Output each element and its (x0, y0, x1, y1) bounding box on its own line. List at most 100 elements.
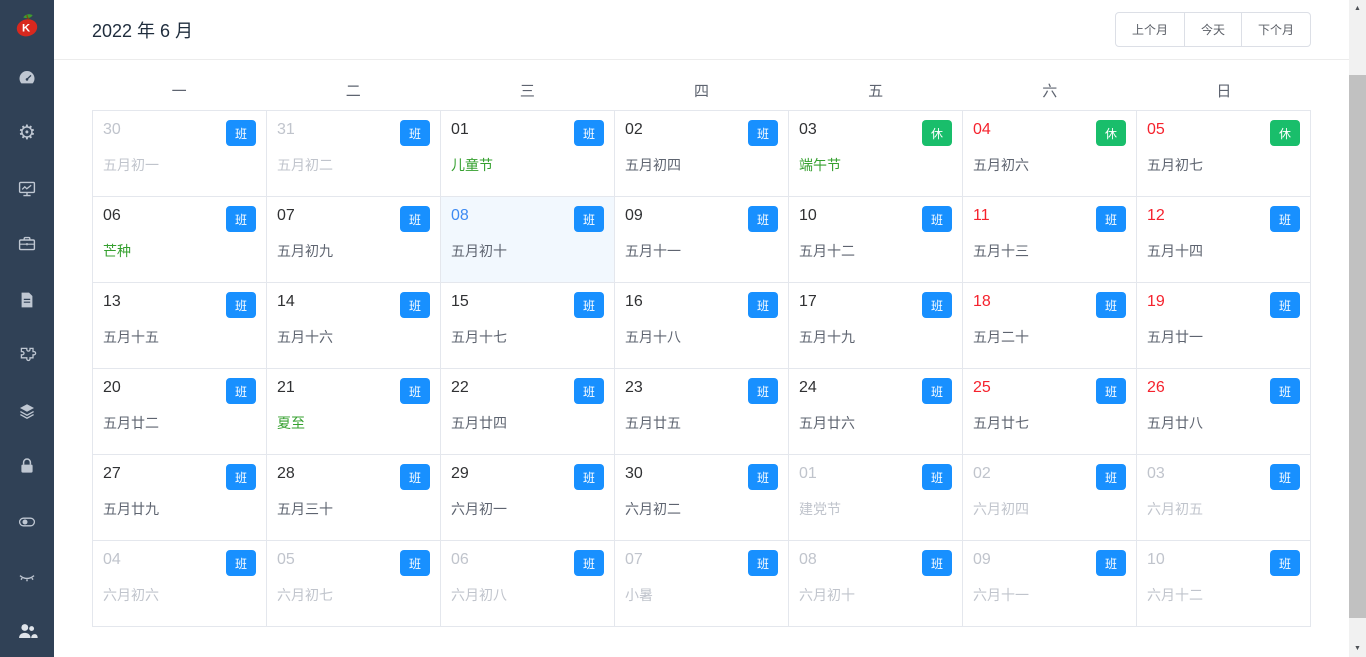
date-number: 04 (973, 121, 991, 138)
sidebar-item-briefcase[interactable] (0, 217, 54, 273)
calendar-cell[interactable]: 21 班夏至 (267, 369, 441, 455)
calendar-cell[interactable]: 10 班五月十二 (789, 197, 963, 283)
scrollbar-thumb[interactable] (1349, 75, 1366, 618)
calendar-cell[interactable]: 05 班六月初七 (267, 541, 441, 627)
date-number: 22 (451, 379, 469, 396)
lunar-label: 小暑 (625, 587, 653, 603)
calendar-cell[interactable]: 15 班五月十七 (441, 283, 615, 369)
work-day-badge: 班 (922, 550, 952, 576)
calendar-cell[interactable]: 04 休五月初六 (963, 111, 1137, 197)
calendar-cell[interactable]: 19 班五月廿一 (1137, 283, 1311, 369)
calendar-cell[interactable]: 22 班五月廿四 (441, 369, 615, 455)
date-number: 06 (451, 551, 469, 568)
work-day-badge: 班 (400, 292, 430, 318)
sidebar-nav: ⚙ (0, 50, 54, 605)
calendar-cell[interactable]: 08 班五月初十 (441, 197, 615, 283)
calendar-cell[interactable]: 02 班六月初四 (963, 455, 1137, 541)
calendar-cell[interactable]: 03 休端午节 (789, 111, 963, 197)
scrollbar-down-arrow[interactable]: ▼ (1354, 645, 1361, 652)
calendar-cell[interactable]: 31 班五月初二 (267, 111, 441, 197)
cell-top: 31 班 (277, 120, 432, 146)
sidebar-item-dashboard[interactable] (0, 50, 54, 106)
calendar-cell[interactable]: 11 班五月十三 (963, 197, 1137, 283)
calendar-cell[interactable]: 30 班五月初一 (93, 111, 267, 197)
calendar-cell[interactable]: 30 班六月初二 (615, 455, 789, 541)
weekday-label: 二 (345, 82, 361, 100)
today-button[interactable]: 今天 (1183, 12, 1242, 47)
sidebar-item-eye[interactable] (0, 550, 54, 606)
date-number: 06 (103, 207, 121, 224)
calendar-cell[interactable]: 10 班六月十二 (1137, 541, 1311, 627)
calendar-cell[interactable]: 07 班五月初九 (267, 197, 441, 283)
date-number: 26 (1147, 379, 1165, 396)
cell-top: 30 班 (625, 464, 780, 490)
date-number: 20 (103, 379, 121, 396)
lunar-label: 儿童节 (451, 157, 493, 173)
calendar-cell[interactable]: 01 班儿童节 (441, 111, 615, 197)
date-number: 21 (277, 379, 295, 396)
calendar-cell[interactable]: 27 班五月廿九 (93, 455, 267, 541)
calendar-cell[interactable]: 26 班五月廿八 (1137, 369, 1311, 455)
sidebar-item-plugin[interactable] (0, 328, 54, 384)
calendar-cell[interactable]: 02 班五月初四 (615, 111, 789, 197)
sidebar-item-users[interactable] (0, 605, 54, 657)
sidebar-item-monitor[interactable] (0, 161, 54, 217)
calendar-cell[interactable]: 13 班五月十五 (93, 283, 267, 369)
calendar-cell[interactable]: 09 班六月十一 (963, 541, 1137, 627)
month-nav-button-group: 上个月 今天 下个月 (1114, 12, 1311, 47)
cell-top: 09 班 (625, 206, 780, 232)
calendar-cell[interactable]: 08 班六月初十 (789, 541, 963, 627)
cell-top: 05 班 (277, 550, 432, 576)
calendar-cell[interactable]: 16 班五月十八 (615, 283, 789, 369)
next-month-button[interactable]: 下个月 (1240, 12, 1311, 47)
lunar-label: 五月初六 (973, 157, 1029, 173)
lunar-label: 五月十一 (625, 243, 681, 259)
work-day-badge: 班 (748, 378, 778, 404)
calendar-cell[interactable]: 25 班五月廿七 (963, 369, 1137, 455)
sidebar-item-lock[interactable] (0, 439, 54, 495)
calendar-cell[interactable]: 03 班六月初五 (1137, 455, 1311, 541)
calendar-cell[interactable]: 07 班小暑 (615, 541, 789, 627)
calendar-cell[interactable]: 24 班五月廿六 (789, 369, 963, 455)
work-day-badge: 班 (1270, 378, 1300, 404)
calendar-cell[interactable]: 14 班五月十六 (267, 283, 441, 369)
weekday-label: 三 (519, 82, 535, 100)
lunar-label: 五月十九 (799, 329, 855, 345)
svg-text:K: K (22, 23, 31, 35)
sidebar-item-toggle[interactable] (0, 494, 54, 550)
date-number: 31 (277, 121, 295, 138)
calendar-cell[interactable]: 28 班五月三十 (267, 455, 441, 541)
lunar-label: 五月十五 (103, 329, 159, 345)
work-day-badge: 班 (574, 206, 604, 232)
calendar-cell[interactable]: 06 班六月初八 (441, 541, 615, 627)
app-logo[interactable]: K (0, 0, 54, 50)
briefcase-icon (18, 237, 36, 251)
work-day-badge: 班 (574, 550, 604, 576)
calendar-cell[interactable]: 06 班芒种 (93, 197, 267, 283)
calendar-cell[interactable]: 18 班五月二十 (963, 283, 1137, 369)
calendar-cell[interactable]: 09 班五月十一 (615, 197, 789, 283)
work-day-badge: 班 (400, 550, 430, 576)
calendar-cell[interactable]: 23 班五月廿五 (615, 369, 789, 455)
calendar-cell[interactable]: 04 班六月初六 (93, 541, 267, 627)
date-number: 03 (1147, 465, 1165, 482)
prev-month-button[interactable]: 上个月 (1114, 12, 1185, 47)
date-number: 17 (799, 293, 817, 310)
lunar-label: 五月二十 (973, 329, 1029, 345)
calendar-cell[interactable]: 05 休五月初七 (1137, 111, 1311, 197)
calendar-cell[interactable]: 17 班五月十九 (789, 283, 963, 369)
scrollbar[interactable]: ▲ ▼ (1349, 0, 1366, 657)
sidebar-item-document[interactable] (0, 272, 54, 328)
work-day-badge: 班 (1270, 550, 1300, 576)
work-day-badge: 班 (922, 464, 952, 490)
calendar-cell[interactable]: 01 班建党节 (789, 455, 963, 541)
calendar-cell[interactable]: 12 班五月十四 (1137, 197, 1311, 283)
sidebar-item-layers[interactable] (0, 383, 54, 439)
scrollbar-up-arrow[interactable]: ▲ (1354, 5, 1361, 12)
calendar-cell[interactable]: 29 班六月初一 (441, 455, 615, 541)
sidebar-item-settings[interactable]: ⚙ (0, 106, 54, 162)
cell-top: 05 休 (1147, 120, 1302, 146)
calendar-cell[interactable]: 20 班五月廿二 (93, 369, 267, 455)
date-number: 18 (973, 293, 991, 310)
